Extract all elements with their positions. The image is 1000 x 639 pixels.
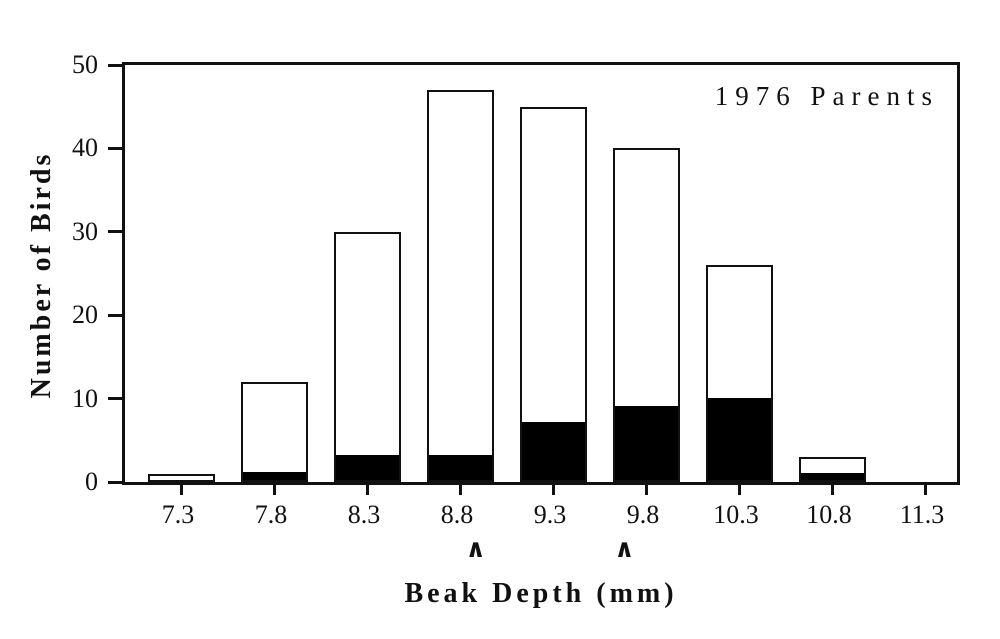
- bar-10.8: [799, 457, 866, 482]
- x-tick-label-9.3: 9.3: [533, 500, 567, 529]
- bar-black-segment-7.8: [243, 472, 306, 480]
- x-tick-label-10.8: 10.8: [806, 500, 852, 529]
- y-tick-0: [108, 480, 122, 484]
- y-tick-label-20: 20: [72, 300, 98, 330]
- x-tick-8.3: [365, 482, 369, 495]
- x-tick-11.3: [923, 482, 927, 495]
- bar-black-segment-10.3: [708, 398, 771, 480]
- y-axis-title: Number of Birds: [26, 151, 57, 399]
- x-tick-label-7.3: 7.3: [161, 500, 195, 529]
- mean-marker-caret-2: ∧: [614, 536, 635, 563]
- x-tick-10.3: [737, 482, 741, 495]
- y-tick-label-50: 50: [72, 50, 98, 79]
- bar-10.3: [706, 265, 773, 482]
- y-tick-label-30: 30: [72, 216, 98, 246]
- bar-black-segment-9.8: [615, 406, 678, 480]
- bar-7.8: [241, 382, 308, 482]
- x-tick-label-7.8: 7.8: [254, 500, 288, 529]
- bar-8.8: [427, 90, 494, 482]
- bar-black-segment-8.3: [336, 455, 399, 480]
- bar-black-segment-8.8: [429, 455, 492, 480]
- y-tick-50: [108, 63, 122, 67]
- bar-9.8: [613, 148, 680, 482]
- mean-marker-caret-1: ∧: [465, 536, 486, 563]
- x-tick-label-11.3: 11.3: [899, 500, 945, 529]
- y-tick-10: [108, 397, 122, 401]
- x-axis-title: Beak Depth (mm): [404, 578, 678, 609]
- bar-7.3: [148, 474, 215, 482]
- plot-area: 1976 Parents: [108, 62, 960, 495]
- bar-8.3: [334, 232, 401, 482]
- bar-black-segment-9.3: [522, 422, 585, 480]
- y-tick-label-40: 40: [72, 133, 98, 163]
- y-tick-30: [108, 230, 122, 234]
- y-tick-40: [108, 146, 122, 150]
- x-tick-9.8: [644, 482, 648, 495]
- x-tick-10.8: [830, 482, 834, 495]
- bar-9.3: [520, 107, 587, 482]
- x-tick-7.8: [272, 482, 276, 495]
- x-tick-9.3: [551, 482, 555, 495]
- x-tick-8.8: [458, 482, 462, 495]
- bar-black-segment-10.8: [801, 473, 864, 480]
- x-tick-label-9.8: 9.8: [626, 500, 660, 529]
- y-tick-label-10: 10: [72, 383, 98, 413]
- x-tick-7.3: [179, 482, 183, 495]
- x-tick-label-8.8: 8.8: [440, 500, 474, 529]
- x-tick-label-10.3: 10.3: [713, 500, 759, 529]
- x-tick-label-8.3: 8.3: [347, 500, 381, 529]
- y-tick-20: [108, 313, 122, 317]
- y-tick-label-0: 0: [85, 467, 98, 496]
- annotation-1976-parents: 1976 Parents: [714, 81, 939, 111]
